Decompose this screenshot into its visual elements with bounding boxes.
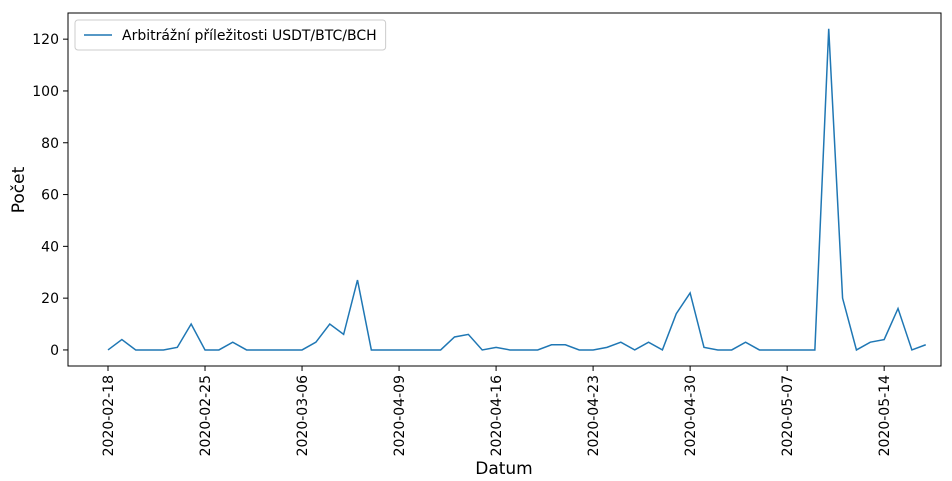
x-tick-label: 2020-02-18	[101, 375, 117, 456]
y-axis-label: Počet	[9, 166, 29, 213]
y-tick-label: 80	[41, 136, 59, 152]
line-series	[107, 28, 927, 352]
y-tick-label: 60	[41, 188, 59, 204]
y-tick-label: 20	[41, 291, 59, 307]
x-tick-label: 2020-04-09	[392, 375, 408, 456]
x-tick-label: 2020-04-23	[586, 375, 602, 456]
x-tick-label: 2020-03-06	[295, 375, 311, 456]
y-tick-label: 0	[50, 343, 59, 359]
x-tick-label: 2020-02-25	[198, 375, 214, 456]
x-tick-label: 2020-05-07	[780, 375, 796, 456]
x-tick-label: 2020-04-30	[683, 375, 699, 456]
y-tick-label: 40	[41, 239, 59, 255]
x-axis-label: Datum	[475, 459, 533, 477]
x-tick-label: 2020-05-14	[877, 375, 893, 456]
y-tick-label: 100	[32, 84, 59, 100]
y-tick-label: 120	[32, 32, 59, 48]
legend-label: Arbitrážní příležitosti USDT/BTC/BCH	[122, 28, 377, 44]
legend-box	[74, 19, 387, 51]
x-tick-label: 2020-04-16	[489, 375, 505, 456]
plot-frame	[67, 12, 942, 367]
